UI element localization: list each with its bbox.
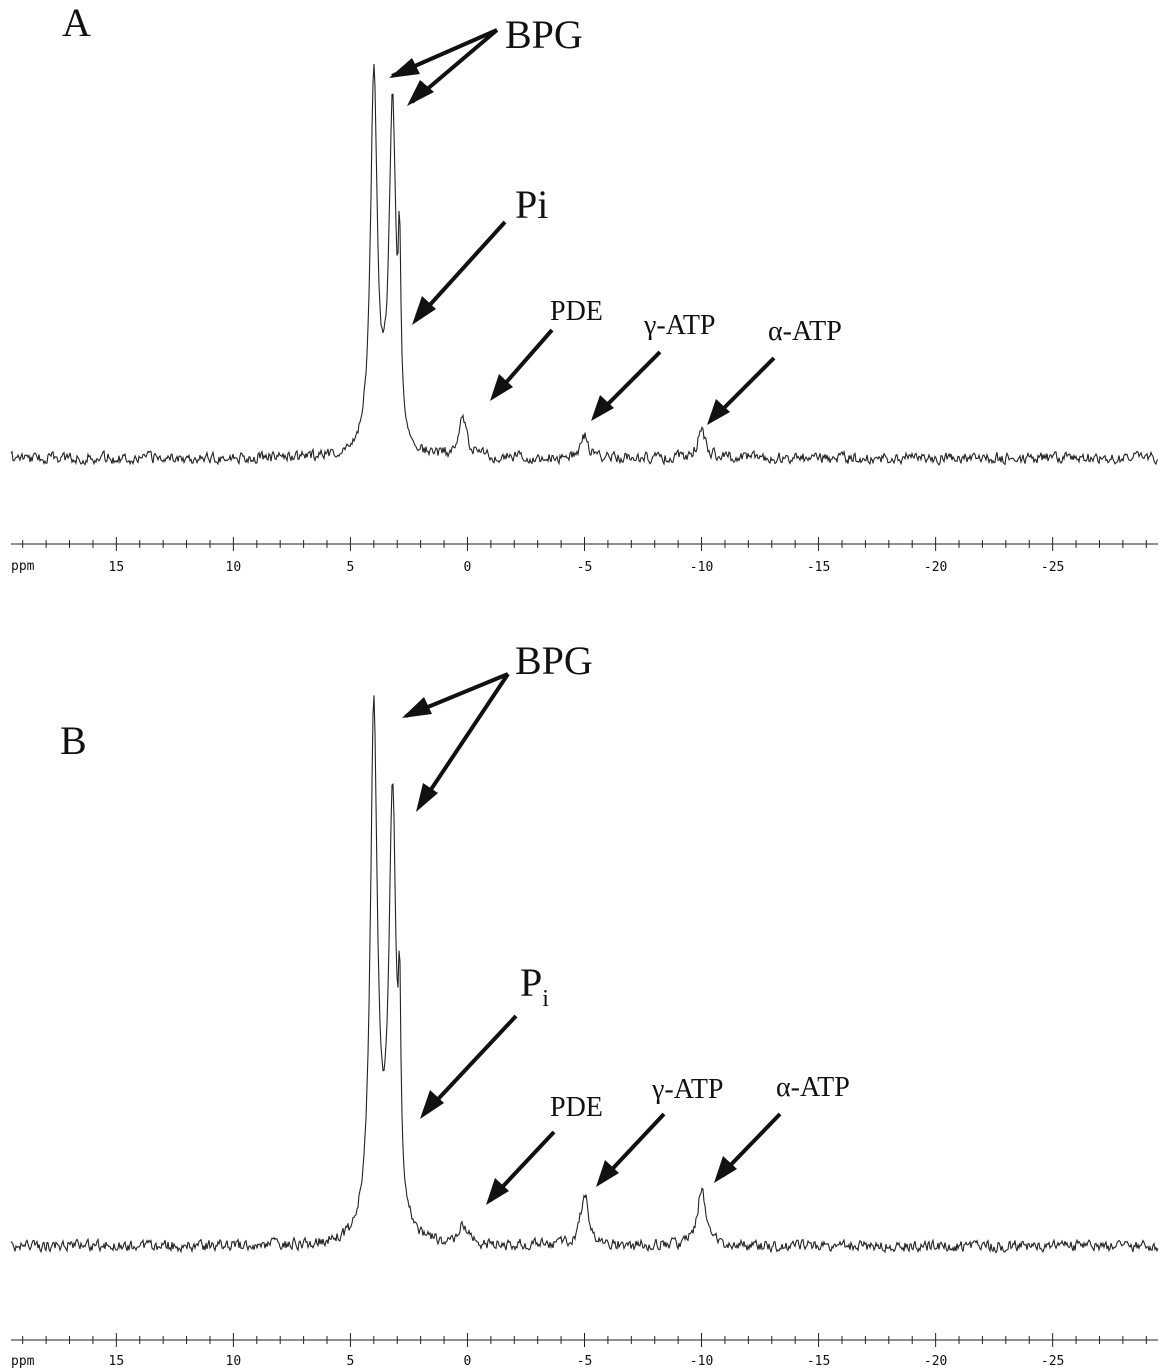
x-tick-label: -25 <box>1041 560 1064 575</box>
label-b-pi-main: P <box>520 960 542 1005</box>
arrowhead-a-pde <box>490 374 513 401</box>
x-tick-label: 0 <box>464 1354 472 1369</box>
x-tick-label: 5 <box>347 1354 355 1369</box>
arrowhead-a-bpg-1 <box>389 58 420 78</box>
arrowhead-a-gamma-atp <box>591 395 614 421</box>
panel-a-letter: A <box>62 0 91 45</box>
axis-b-unit-label: ppm <box>11 1354 35 1369</box>
spectrum-b-trace <box>10 695 1159 1254</box>
x-tick-label: -10 <box>690 1354 713 1369</box>
spectrum-a-trace <box>10 63 1159 466</box>
axis-a-ticks: 15 10 5 0 -5 -10 -15 -20 -25 <box>22 537 1147 575</box>
x-tick-label: -25 <box>1041 1354 1064 1369</box>
x-tick-label: -20 <box>924 1354 947 1369</box>
label-b-pi: Pi <box>520 960 549 1012</box>
arrowhead-b-bpg-1 <box>402 697 432 718</box>
arrow-b-pi <box>424 1014 518 1114</box>
annotation-b-bpg: BPG <box>402 638 593 812</box>
label-b-alpha-atp: α-ATP <box>776 1072 850 1103</box>
label-b-pde: PDE <box>550 1092 603 1123</box>
arrowhead-b-pi <box>420 1090 444 1119</box>
x-tick-label: 15 <box>109 560 125 575</box>
x-tick-label: 0 <box>464 560 472 575</box>
arrowhead-a-alpha-atp <box>707 399 730 425</box>
annotation-a-bpg: BPG <box>389 12 583 106</box>
x-tick-label: -15 <box>807 560 830 575</box>
annotation-a-pi: Pi <box>412 182 548 325</box>
x-tick-label: 10 <box>226 560 242 575</box>
x-tick-label: -20 <box>924 560 947 575</box>
x-tick-label: -15 <box>807 1354 830 1369</box>
annotation-b-pde: PDE <box>486 1092 603 1205</box>
annotation-a-gamma-atp: γ-ATP <box>591 310 716 421</box>
panel-a: A 15 10 5 0 -5 -10 -15 -20 -25 ppm BPG Pi PDE γ-… <box>10 0 1159 575</box>
arrow-a-pi <box>416 220 507 320</box>
label-a-pde: PDE <box>550 296 603 327</box>
x-tick-label: -5 <box>577 560 593 575</box>
label-a-pi: Pi <box>515 182 548 227</box>
x-tick-label: 10 <box>226 1354 242 1369</box>
arrowhead-b-gamma-atp <box>596 1160 619 1187</box>
annotation-b-alpha-atp: α-ATP <box>714 1072 850 1183</box>
label-a-bpg: BPG <box>505 12 583 57</box>
arrowhead-b-alpha-atp <box>714 1156 737 1183</box>
arrowhead-b-pde <box>486 1178 509 1205</box>
annotation-a-alpha-atp: α-ATP <box>707 316 842 425</box>
x-tick-label: 5 <box>347 560 355 575</box>
label-a-alpha-atp: α-ATP <box>768 316 842 347</box>
x-tick-label: -10 <box>690 560 713 575</box>
label-a-gamma-atp: γ-ATP <box>643 310 716 341</box>
x-tick-label: 15 <box>109 1354 125 1369</box>
label-b-pi-subscript: i <box>542 986 549 1012</box>
axis-a-unit-label: ppm <box>11 559 35 574</box>
x-tick-label: -5 <box>577 1354 593 1369</box>
axis-b-ticks: 15 10 5 0 -5 -10 -15 -20 -25 <box>22 1333 1147 1369</box>
panel-b-letter: B <box>60 718 87 763</box>
annotation-b-gamma-atp: γ-ATP <box>596 1074 724 1187</box>
label-b-bpg: BPG <box>515 638 593 683</box>
arrow-b-bpg-2 <box>418 672 510 808</box>
arrowhead-a-pi <box>412 296 436 325</box>
annotation-a-pde: PDE <box>490 296 603 401</box>
annotation-b-pi: Pi <box>420 960 549 1119</box>
label-b-gamma-atp: γ-ATP <box>651 1074 724 1105</box>
arrowhead-b-bpg-2 <box>416 783 438 812</box>
arrowhead-a-bpg-2 <box>407 80 434 106</box>
panel-b: B 15 10 5 0 -5 -10 -15 -20 -25 ppm BPG Pi PDE γ-… <box>10 638 1159 1369</box>
